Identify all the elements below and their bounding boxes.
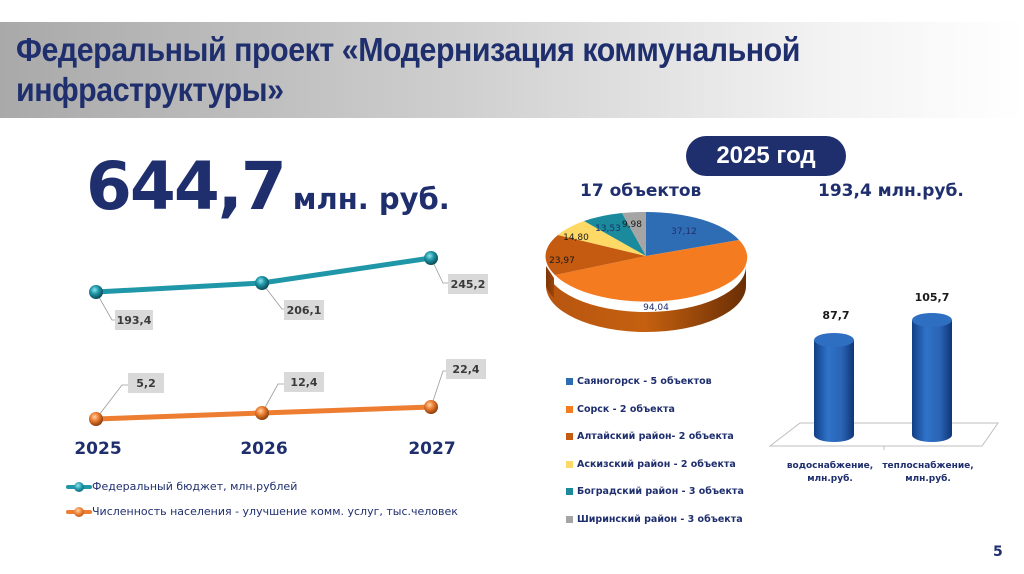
pie-legend-item: Алтайский район- 2 объекта <box>566 423 744 451</box>
population-label-2025: 5,2 <box>128 373 164 393</box>
population-point-2026 <box>255 406 269 420</box>
swatch-icon <box>566 515 573 523</box>
svg-text:12,4: 12,4 <box>290 376 317 389</box>
budget-point-2025 <box>89 285 103 299</box>
svg-text:23,97: 23,97 <box>549 256 575 266</box>
pie-slice-askizsky <box>558 221 646 256</box>
year-sum: 193,4 млн.руб. <box>818 181 964 201</box>
year-badge: 2025 год <box>686 136 846 176</box>
pie-slice-sorsk <box>555 240 748 302</box>
pie-chart-legend: Саяногорск - 5 объектов Сорск - 2 объект… <box>566 368 744 533</box>
bar-heat-value: 105,7 <box>915 291 950 304</box>
pie-legend-item: Боградский район - 3 объекта <box>566 478 744 506</box>
population-label-2027: 22,4 <box>446 359 486 379</box>
pie-slice-shirinsky <box>622 211 646 256</box>
swatch-icon <box>566 433 573 441</box>
svg-text:94,04: 94,04 <box>643 303 669 313</box>
pie-chart: 37,12 94,04 23,97 14,80 13,53 9,98 <box>545 211 748 332</box>
legend-item-population: Численность населения - улучшение комм. … <box>66 499 458 524</box>
svg-text:13,53: 13,53 <box>595 224 621 234</box>
pie-slice-bogradsky <box>584 213 646 256</box>
bar-water <box>814 333 854 442</box>
bar-category-water: водоснабжение, млн.руб. <box>786 461 874 484</box>
title-bar: Федеральный проект «Модернизация коммуна… <box>0 22 1024 118</box>
teal-series-marker-icon <box>66 481 92 492</box>
pie-legend-item: Саяногорск - 5 объектов <box>566 368 744 396</box>
bar-water-value: 87,7 <box>822 309 849 322</box>
svg-text:206,1: 206,1 <box>287 304 322 317</box>
line-chart: 193,4 206,1 245,2 5,2 12,4 22,4 2025 202… <box>74 251 488 459</box>
population-label-2026: 12,4 <box>284 372 324 392</box>
bar-chart: 87,7 105,7 <box>768 291 999 450</box>
svg-text:37,12: 37,12 <box>671 227 697 237</box>
budget-label-2025: 193,4 <box>115 310 153 330</box>
svg-text:245,2: 245,2 <box>451 278 486 291</box>
x-tick-2027: 2027 <box>408 439 455 459</box>
pie-legend-item: Ширинский район - 3 объекта <box>566 506 744 534</box>
line-chart-legend: Федеральный бюджет, млн.рублей Численнос… <box>66 474 458 524</box>
budget-label-2026: 206,1 <box>284 300 324 320</box>
legend-label-budget: Федеральный бюджет, млн.рублей <box>92 480 298 493</box>
pie-slice-altaysky <box>545 235 646 275</box>
objects-count: 17 объектов <box>580 181 702 201</box>
total-amount: 644,7 млн. руб. <box>86 148 450 225</box>
svg-text:14,80: 14,80 <box>563 233 589 243</box>
swatch-icon <box>566 405 573 413</box>
swatch-icon <box>566 488 573 496</box>
x-tick-2025: 2025 <box>74 439 121 459</box>
svg-text:9,98: 9,98 <box>622 220 642 230</box>
swatch-icon <box>566 460 573 468</box>
total-unit: млн. руб. <box>292 182 450 216</box>
x-tick-2026: 2026 <box>240 439 287 459</box>
bar-category-heat: теплоснабжение, млн.руб. <box>882 461 974 484</box>
budget-label-2027: 245,2 <box>448 274 488 294</box>
orange-series-marker-icon <box>66 506 92 517</box>
pie-slice-sayanogorsk <box>646 212 739 256</box>
svg-text:193,4: 193,4 <box>117 314 152 327</box>
pie-legend-item: Сорск - 2 объекта <box>566 396 744 424</box>
population-point-2027 <box>424 400 438 414</box>
svg-text:22,4: 22,4 <box>452 363 479 376</box>
population-point-2025 <box>89 412 103 426</box>
swatch-icon <box>566 378 573 386</box>
legend-label-population: Численность населения - улучшение комм. … <box>92 505 458 518</box>
budget-point-2026 <box>255 276 269 290</box>
budget-point-2027 <box>424 251 438 265</box>
svg-text:5,2: 5,2 <box>136 377 156 390</box>
pie-legend-item: Аскизский район - 2 объекта <box>566 451 744 479</box>
page-number: 5 <box>993 544 1003 560</box>
total-number: 644,7 <box>86 148 287 225</box>
slide-title: Федеральный проект «Модернизация коммуна… <box>16 31 800 108</box>
bar-heat <box>912 313 952 442</box>
legend-item-budget: Федеральный бюджет, млн.рублей <box>66 474 458 499</box>
